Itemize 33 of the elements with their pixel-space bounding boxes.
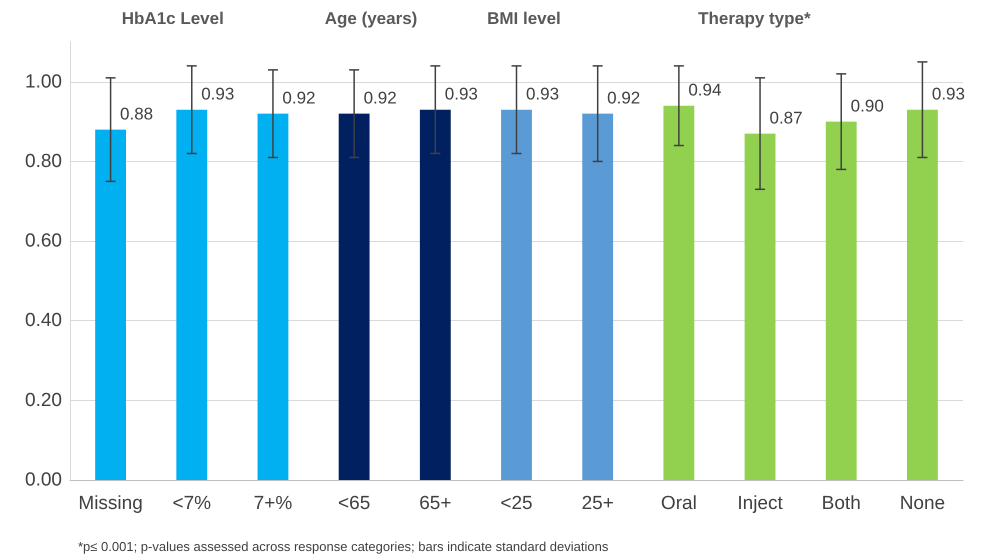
data-label: 0.93 <box>526 84 560 104</box>
data-label: 0.93 <box>201 84 234 104</box>
text: *p≤ 0.001; p-values assessed across response categories; bars indicate standard deviations <box>78 539 609 554</box>
x-tick-label: Oral <box>660 493 697 514</box>
data-label: 0.94 <box>688 80 722 100</box>
x-tick-label: Both <box>822 493 861 514</box>
x-tick-label: 7+% <box>254 493 292 514</box>
x-tick-label: Inject <box>737 493 784 514</box>
data-label: 0.92 <box>282 88 316 108</box>
data-label: 0.93 <box>932 84 965 104</box>
x-tick-label: <65 <box>338 493 370 514</box>
y-tick-label: 0.00 <box>25 470 62 490</box>
data-label: 0.88 <box>120 104 154 124</box>
text: BMI level <box>487 9 561 28</box>
data-label: 0.92 <box>364 88 397 108</box>
text: Therapy type* <box>698 9 811 28</box>
y-tick-label: 1.00 <box>25 71 62 92</box>
x-tick-label: <7% <box>172 493 212 514</box>
y-tick-label: 0.20 <box>25 390 62 411</box>
x-tick-label: None <box>900 493 946 514</box>
x-tick-label: 65+ <box>419 493 452 514</box>
y-tick-label: 0.80 <box>25 150 62 172</box>
y-tick-label: 0.60 <box>25 230 62 252</box>
y-tick-label: 0.40 <box>25 310 62 332</box>
x-tick-label: <25 <box>500 493 533 514</box>
x-tick-label: Missing <box>78 493 143 514</box>
data-label: 0.87 <box>770 108 803 128</box>
data-label: 0.93 <box>444 84 478 104</box>
data-label: 0.92 <box>607 88 640 108</box>
data-label: 0.90 <box>850 96 884 116</box>
x-tick-label: 25+ <box>582 493 614 514</box>
text: HbA1c Level <box>122 9 224 28</box>
text: Age (years) <box>324 9 418 28</box>
